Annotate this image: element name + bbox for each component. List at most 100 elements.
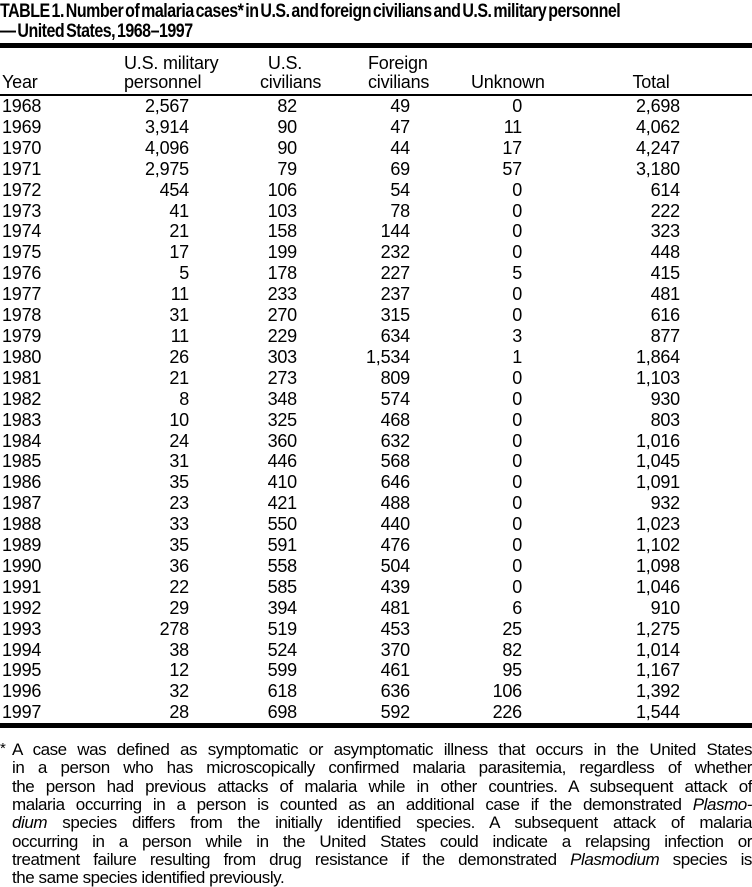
cell-total: 2,698 [635,96,680,116]
cell-foreign-civilians: 47 [390,116,410,137]
cell-unknown: 6 [512,597,522,618]
cell-year: 1995 [2,660,42,681]
cell-foreign-civilians: 1,534 [365,346,410,367]
table-row: 1982 8 348 574 0 930 [0,389,752,410]
cell-unknown: 106 [492,681,523,702]
cell-us-military-personnel: 3,914 [144,116,189,137]
cell-us-military-personnel: 21 [169,221,189,242]
cell-foreign-civilians: 481 [380,597,411,618]
cell-total: 448 [650,242,681,263]
col-header-unknown: Unknown [422,48,545,96]
cell-year: 1979 [2,325,42,346]
table-row: 1985 31 446 568 0 1,045 [0,451,752,472]
cell-us-military-personnel: 24 [169,430,189,451]
cell-unknown: 57 [502,158,522,179]
table-header: Year U.S. military personnel U.S. civilians F… [0,48,752,96]
cell-us-military-personnel: 454 [159,179,190,200]
cell-year: 1986 [2,472,42,493]
cell-year: 1992 [2,597,42,618]
cell-foreign-civilians: 232 [380,242,411,263]
cell-unknown: 17 [502,137,522,158]
cell-total: 1,167 [635,660,680,681]
cell-foreign-civilians: 809 [380,367,411,388]
cell-unknown: 0 [512,430,522,451]
cell-unknown: 0 [512,96,522,116]
cell-total: 803 [650,409,681,430]
cell-us-military-personnel: 29 [169,597,189,618]
cell-us-civilians: 519 [267,618,298,639]
cell-us-military-personnel: 31 [169,451,189,472]
cell-us-civilians: 270 [267,305,298,326]
table-row: 1997 28 698 592 226 1,544 [0,702,752,723]
cell-total: 1,103 [635,367,680,388]
cell-foreign-civilians: 69 [390,158,410,179]
cell-us-civilians: 410 [267,472,298,493]
cell-unknown: 0 [512,514,522,535]
cell-foreign-civilians: 49 [390,96,410,116]
cell-year: 1988 [2,514,42,535]
cell-us-civilians: 90 [277,137,297,158]
cell-unknown: 0 [512,200,522,221]
cell-foreign-civilians: 568 [380,451,411,472]
cell-us-civilians: 103 [267,200,298,221]
cell-us-civilians: 325 [267,409,298,430]
footnote-line: occurring in a person while in the Unite… [12,831,752,851]
table-row: 1980 26 303 1,534 1 1,864 [0,347,752,368]
cell-foreign-civilians: 574 [380,388,411,409]
cell-unknown: 3 [512,325,522,346]
cell-us-military-personnel: 41 [169,200,189,221]
footnote-line: treatment failure resulting from drug re… [12,849,752,869]
col-header-year: Year [0,48,85,96]
cell-foreign-civilians: 632 [380,430,411,451]
table-row: 1983 10 325 468 0 803 [0,410,752,431]
cell-total: 1,102 [635,535,680,556]
footnote-text: A case was defined as symptomatic or asy… [12,741,752,887]
cell-us-military-personnel: 11 [170,284,189,305]
cell-year: 1972 [2,179,42,200]
footnote-line: the same species identified previously. [12,868,285,887]
cell-unknown: 11 [503,116,522,137]
cell-unknown: 0 [512,305,522,326]
cell-foreign-civilians: 144 [380,221,411,242]
cell-year: 1984 [2,430,42,451]
cell-year: 1971 [2,158,42,179]
cell-year: 1997 [2,702,42,723]
cell-year: 1985 [2,451,42,472]
cell-year: 1975 [2,242,42,263]
cell-year: 1974 [2,221,42,242]
cell-us-military-personnel: 28 [169,702,189,723]
cell-foreign-civilians: 504 [380,555,411,576]
table-title-line2: — United States, 1968–1997 [0,20,193,42]
table-row: 1974 21 158 144 0 323 [0,221,752,242]
cell-unknown: 0 [512,535,522,556]
col-header-us-military-personnel: U.S. military personnel [85,48,219,96]
cell-year: 1977 [2,284,42,305]
cell-foreign-civilians: 476 [380,535,411,556]
cell-us-civilians: 698 [267,702,298,723]
cell-total: 4,247 [635,137,680,158]
cell-unknown: 0 [512,555,522,576]
table-row: 1970 4,096 90 44 17 4,247 [0,138,752,159]
table-row: 1996 32 618 636 106 1,392 [0,681,752,702]
cell-us-civilians: 199 [267,242,298,263]
cell-total: 877 [650,325,681,346]
cell-us-military-personnel: 10 [169,409,189,430]
table-title: TABLE 1. Number of malaria cases* in U.S… [0,0,752,41]
cell-total: 614 [650,179,681,200]
cell-us-military-personnel: 31 [169,305,189,326]
cell-us-military-personnel: 22 [169,576,189,597]
cell-us-military-personnel: 21 [169,367,189,388]
cell-unknown: 0 [512,221,522,242]
footnote-line: A case was defined as symptomatic or asy… [12,740,752,760]
cell-foreign-civilians: 468 [380,409,411,430]
cell-unknown: 0 [512,284,522,305]
table-row: 1987 23 421 488 0 932 [0,493,752,514]
cell-year: 1973 [2,200,42,221]
table-row: 1978 31 270 315 0 616 [0,305,752,326]
cell-year: 1987 [2,493,42,514]
cell-total: 1,275 [635,618,680,639]
cell-year: 1968 [2,96,42,116]
cell-total: 1,392 [635,681,680,702]
cell-us-civilians: 585 [267,576,298,597]
